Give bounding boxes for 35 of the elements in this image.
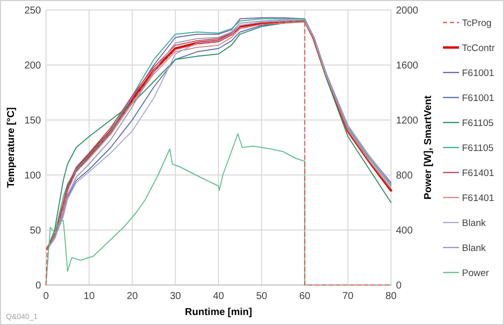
y-tick-label: 250 bbox=[24, 6, 42, 16]
x-tick-label: 10 bbox=[84, 291, 96, 302]
y-tick-label: 200 bbox=[24, 60, 42, 72]
y2-tick-label: 400 bbox=[396, 226, 414, 236]
legend-label: Blank bbox=[462, 218, 486, 229]
legend-label: F61105 bbox=[462, 143, 494, 154]
y2-tick-label: 1200 bbox=[396, 116, 419, 126]
y-tick-label: 100 bbox=[24, 170, 42, 182]
y2-tick-label: 1600 bbox=[396, 60, 419, 72]
x-tick-label: 50 bbox=[256, 291, 268, 302]
legend-label: F61401 bbox=[462, 193, 494, 204]
legend-label: F61401 bbox=[462, 168, 494, 179]
legend-label: F61105 bbox=[462, 118, 494, 129]
x-tick-label: 40 bbox=[212, 291, 224, 302]
y2-tick-label: 2000 bbox=[396, 6, 419, 16]
x-tick-label: 0 bbox=[43, 291, 50, 302]
y-tick-label: 150 bbox=[24, 116, 42, 126]
x-tick-label: 70 bbox=[342, 291, 354, 302]
legend-label: Power bbox=[462, 268, 489, 279]
x-tick-label: 20 bbox=[126, 291, 138, 302]
y-axis-title: Temperature [°C] bbox=[6, 107, 17, 188]
x-tick-label: 30 bbox=[170, 291, 182, 302]
legend-label: TcContr bbox=[462, 43, 495, 54]
x-tick-label: 80 bbox=[385, 291, 397, 302]
legend-label: F61001 bbox=[462, 68, 494, 79]
y2-tick-label: 800 bbox=[396, 170, 414, 182]
y-tick-label: 50 bbox=[30, 226, 42, 236]
x-axis-title: Runtime [min] bbox=[184, 307, 252, 318]
x-tick-label: 60 bbox=[299, 291, 311, 302]
legend-label: TcProg bbox=[462, 18, 492, 29]
y-tick-label: 0 bbox=[35, 280, 42, 292]
legend-label: F61001 bbox=[462, 93, 494, 104]
y2-axis-title: Power [W], SmartVent bbox=[423, 94, 434, 200]
legend-label: Blank bbox=[462, 243, 486, 254]
y2-tick-label: 0 bbox=[396, 280, 402, 292]
